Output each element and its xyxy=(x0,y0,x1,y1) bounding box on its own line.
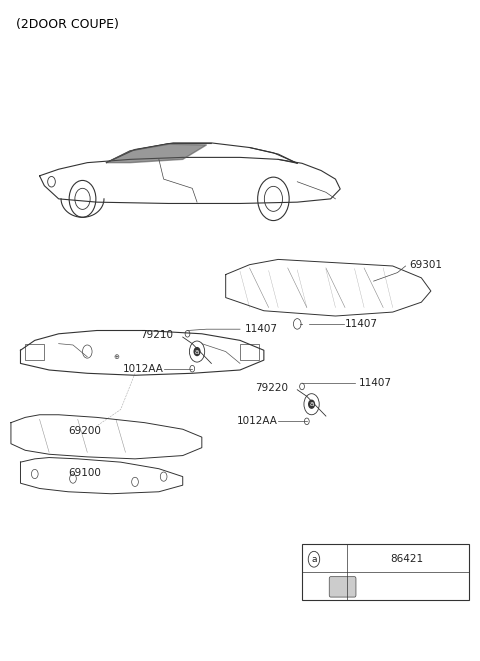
Circle shape xyxy=(194,348,200,356)
Text: ⊕: ⊕ xyxy=(113,354,119,360)
Text: 69301: 69301 xyxy=(409,260,443,270)
Circle shape xyxy=(309,401,314,408)
Text: 1012AA: 1012AA xyxy=(123,364,164,373)
Text: 1012AA: 1012AA xyxy=(237,416,278,426)
Bar xyxy=(302,545,469,600)
Text: a: a xyxy=(310,401,314,407)
Text: 11407: 11407 xyxy=(245,324,278,334)
Polygon shape xyxy=(107,144,206,163)
Bar xyxy=(240,344,259,360)
Circle shape xyxy=(258,177,289,221)
Text: 79220: 79220 xyxy=(255,383,288,393)
Text: 79210: 79210 xyxy=(140,330,173,340)
Text: 69100: 69100 xyxy=(68,469,101,479)
Text: 11407: 11407 xyxy=(360,378,392,388)
Text: 11407: 11407 xyxy=(345,319,378,329)
Text: 69200: 69200 xyxy=(68,426,101,436)
Text: (2DOOR COUPE): (2DOOR COUPE) xyxy=(16,18,119,31)
Bar xyxy=(25,344,44,360)
Text: a: a xyxy=(195,348,199,354)
Text: a: a xyxy=(311,555,317,564)
Circle shape xyxy=(69,180,96,217)
Text: 86421: 86421 xyxy=(390,554,423,564)
FancyBboxPatch shape xyxy=(329,576,356,597)
